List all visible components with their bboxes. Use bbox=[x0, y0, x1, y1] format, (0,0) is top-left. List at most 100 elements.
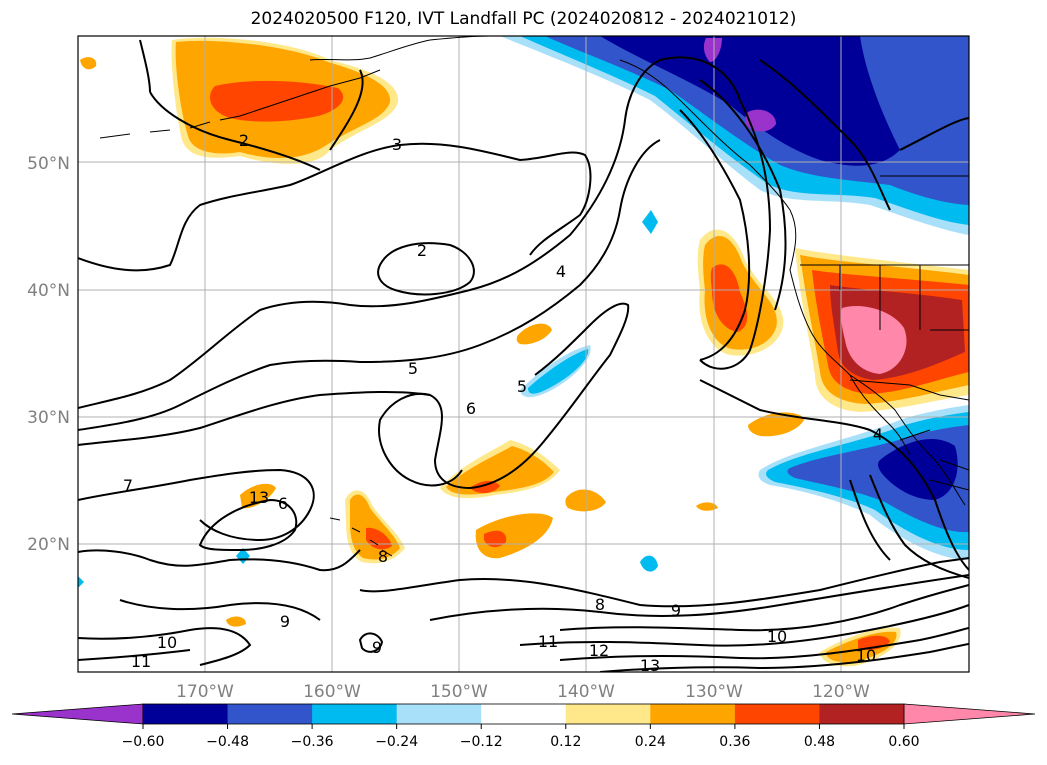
colorbar-ticks: −0.60 −0.48 −0.36 −0.24 −0.12 0.12 0.24 0.36 0.4… bbox=[122, 724, 920, 750]
contour-ne-a bbox=[679, 109, 751, 361]
colorbar-tick-label: −0.24 bbox=[375, 734, 418, 750]
baja-california bbox=[849, 374, 911, 456]
contour-label: 4 bbox=[556, 262, 566, 281]
mexico-inner-lines bbox=[899, 429, 969, 491]
colorbar-cell bbox=[396, 704, 482, 724]
midpacific-positive-c-red bbox=[484, 530, 507, 548]
aleutian-positive-red bbox=[210, 80, 344, 122]
contour-east-b bbox=[849, 474, 969, 579]
hawaii-positive-orange bbox=[350, 494, 400, 560]
colorbar-cell bbox=[312, 704, 398, 724]
contour-ne-c bbox=[759, 59, 969, 211]
lat-label-20n: 20°N bbox=[27, 535, 70, 555]
offshore-positive-red bbox=[710, 264, 748, 332]
lon-label-150w: 150°W bbox=[430, 682, 488, 702]
contour-label: 3 bbox=[392, 135, 402, 154]
us-mexico-border bbox=[849, 379, 969, 401]
alaska-panhandle bbox=[619, 59, 791, 211]
contour-label: 5 bbox=[408, 359, 418, 378]
contour-label: 8 bbox=[378, 547, 388, 566]
midpacific-positive-a bbox=[516, 323, 552, 345]
contour-lines bbox=[78, 39, 969, 672]
contour-2-closed bbox=[377, 242, 475, 296]
colorbar-tick-label: −0.12 bbox=[460, 734, 503, 750]
small-positive-west bbox=[80, 57, 97, 70]
contour-label: 9 bbox=[671, 601, 681, 620]
contour-6-loop bbox=[378, 392, 463, 487]
alaska-coast bbox=[309, 36, 491, 61]
colorbar-cell bbox=[227, 704, 313, 724]
contour-label: 9 bbox=[372, 638, 382, 657]
lon-label-140w: 140°W bbox=[557, 682, 615, 702]
contour-13-loop bbox=[198, 498, 298, 552]
lon-label-170w: 170°W bbox=[176, 682, 234, 702]
contour-label: 6 bbox=[278, 494, 288, 513]
contour-10 bbox=[78, 584, 969, 666]
colorbar-over-arrow bbox=[903, 703, 1036, 725]
contour-label: 11 bbox=[538, 632, 558, 651]
small-negative-edge bbox=[78, 576, 84, 588]
contour-4 bbox=[78, 56, 772, 409]
contour-label: 4 bbox=[873, 425, 883, 444]
colorbar-under-arrow bbox=[11, 703, 144, 725]
lon-label-130w: 130°W bbox=[685, 682, 743, 702]
us-state-lines-a bbox=[800, 264, 969, 331]
contour-label: 2 bbox=[239, 131, 249, 150]
contour-label: 7 bbox=[123, 476, 133, 495]
contour-label: 10 bbox=[856, 646, 876, 665]
contour-2-northwest bbox=[139, 39, 364, 171]
lat-label-40n: 40°N bbox=[27, 281, 70, 301]
midpacific-positive-b-red bbox=[470, 480, 500, 494]
colorbar-tick-label: −0.36 bbox=[291, 734, 334, 750]
contour-east-a bbox=[699, 379, 969, 571]
colorbar-outline bbox=[142, 703, 905, 725]
map-plot-area: 2 3 2 4 5 6 5 7 13 6 8 9 9 10 11 8 9 11 … bbox=[78, 36, 969, 675]
contour-12 bbox=[559, 627, 969, 661]
contour-11 bbox=[78, 604, 969, 661]
colorbar-cell bbox=[650, 704, 736, 724]
contour-13 bbox=[599, 643, 969, 672]
contour-5 bbox=[78, 139, 661, 431]
lat-label-50n: 50°N bbox=[27, 154, 70, 174]
colorbar-cell bbox=[819, 704, 905, 724]
lat-label-30n: 30°N bbox=[27, 408, 70, 428]
mexico-negative-navy bbox=[878, 438, 958, 500]
contour-label: 12 bbox=[589, 641, 609, 660]
colorbar-tick-label: 0.24 bbox=[635, 734, 666, 750]
contour-label: 6 bbox=[466, 399, 476, 418]
contour-label: 10 bbox=[157, 633, 177, 652]
hawaii-islands bbox=[329, 517, 393, 557]
graticule bbox=[78, 36, 969, 672]
coastlines bbox=[99, 36, 969, 557]
map-title: 2024020500 F120, IVT Landfall PC (202402… bbox=[250, 9, 797, 29]
contour-3 bbox=[78, 142, 592, 272]
colorbar-cell bbox=[734, 704, 820, 724]
lon-label-160w: 160°W bbox=[303, 682, 361, 702]
contour-label: 13 bbox=[249, 488, 269, 507]
contour-6 bbox=[78, 302, 630, 490]
aleutian-islands bbox=[99, 69, 381, 139]
northeast-negative-navy bbox=[600, 36, 900, 166]
colorbar: −0.60 −0.48 −0.36 −0.24 −0.12 0.12 0.24 0.36 0.4… bbox=[11, 703, 1036, 750]
west-positive-small bbox=[240, 483, 276, 509]
contour-7 bbox=[78, 468, 315, 542]
colorbar-cell bbox=[143, 704, 229, 724]
northeast-negative-purple-b bbox=[745, 109, 776, 132]
contour-label: 13 bbox=[640, 656, 660, 675]
colorbar-cell bbox=[481, 704, 567, 724]
contour-label: 9 bbox=[280, 612, 290, 631]
colorbar-tick-label: 0.60 bbox=[888, 734, 919, 750]
positive-near-30n bbox=[748, 412, 805, 437]
contour-9 bbox=[119, 574, 969, 621]
small-negative-mid bbox=[642, 210, 658, 234]
contour-label: 11 bbox=[131, 652, 151, 671]
colorbar-tick-label: −0.48 bbox=[206, 734, 249, 750]
longitude-labels: 170°W 160°W 150°W 140°W 130°W 120°W bbox=[176, 682, 870, 702]
colorbar-tick-label: −0.60 bbox=[122, 734, 165, 750]
small-positive-south-b bbox=[696, 502, 718, 511]
colorbar-tick-label: 0.36 bbox=[719, 734, 750, 750]
midpacific-negative-sky bbox=[528, 349, 589, 394]
small-positive-south-a bbox=[226, 616, 246, 627]
colorbar-cell bbox=[565, 704, 651, 724]
